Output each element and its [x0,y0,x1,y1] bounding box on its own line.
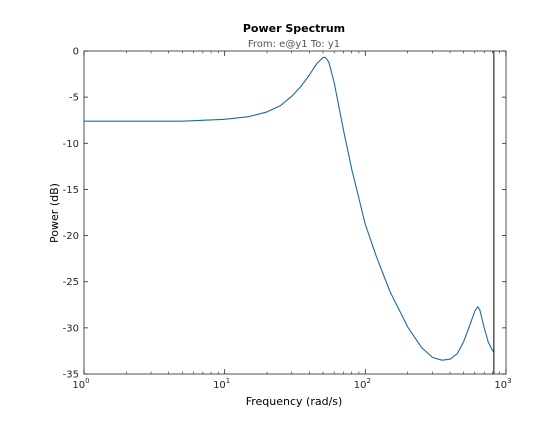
x-tick-label: 103 [494,377,511,391]
y-tick-label: -15 [63,185,79,196]
y-tick-label: 0 [73,47,79,58]
y-tick-label: -35 [63,370,79,381]
x-tick-label: 100 [72,377,89,391]
x-tick-label: 101 [213,377,230,391]
series-line-0 [84,56,495,361]
chart-subtitle: From: e@y1 To: y1 [248,39,340,50]
y-tick-label: -25 [63,277,79,288]
plot-frame [83,50,507,375]
chart-title: Power Spectrum [243,22,345,35]
y-tick-label: -30 [63,323,79,334]
y-tick-label: -5 [69,93,79,104]
y-axis-label: Power (dB) [48,183,61,243]
y-tick-label: -20 [63,231,79,242]
x-tick-label: 102 [354,377,371,391]
y-tick-label: -10 [63,139,79,150]
x-axis-label: Frequency (rad/s) [246,395,343,408]
